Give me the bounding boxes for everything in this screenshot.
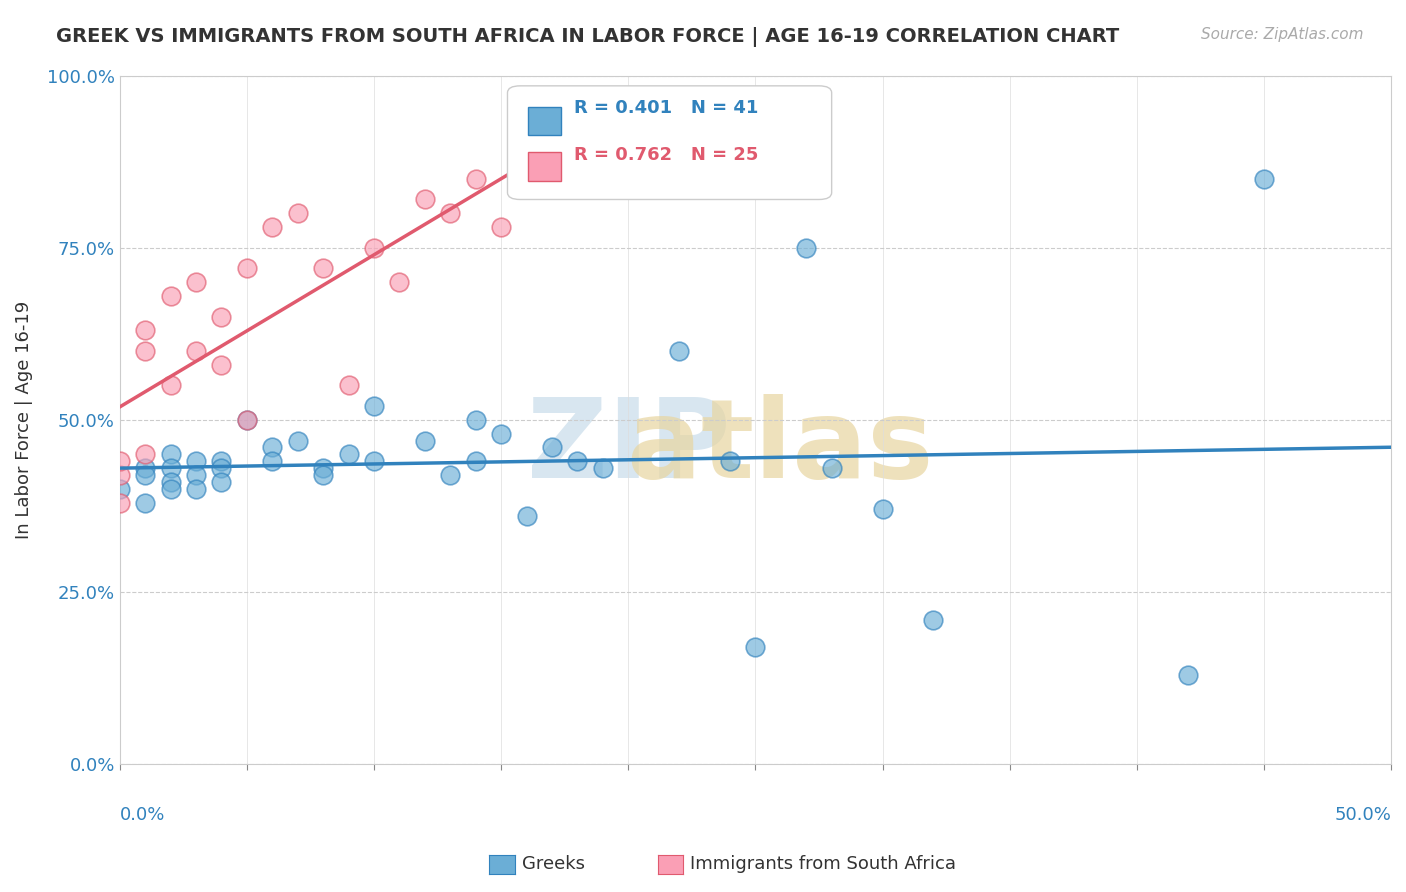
- Point: [1177, 667, 1199, 681]
- Point: [184, 344, 207, 359]
- Point: [211, 461, 233, 475]
- Point: [541, 441, 564, 455]
- Point: [464, 171, 486, 186]
- Point: [236, 261, 259, 276]
- Point: [312, 461, 335, 475]
- Point: [262, 220, 284, 235]
- Point: [108, 495, 131, 509]
- Point: [184, 454, 207, 468]
- Point: [134, 495, 156, 509]
- Point: [211, 358, 233, 372]
- Point: [516, 509, 538, 524]
- Text: GREEK VS IMMIGRANTS FROM SOUTH AFRICA IN LABOR FORCE | AGE 16-19 CORRELATION CHA: GREEK VS IMMIGRANTS FROM SOUTH AFRICA IN…: [56, 27, 1119, 46]
- Point: [184, 468, 207, 483]
- Point: [363, 399, 385, 413]
- Point: [872, 502, 894, 516]
- Point: [108, 482, 131, 496]
- Point: [337, 378, 360, 392]
- Point: [184, 482, 207, 496]
- Point: [388, 275, 411, 289]
- Point: [287, 206, 309, 220]
- Point: [236, 413, 259, 427]
- Text: Immigrants from South Africa: Immigrants from South Africa: [690, 855, 956, 873]
- Point: [159, 378, 181, 392]
- Point: [287, 434, 309, 448]
- Point: [108, 468, 131, 483]
- Point: [794, 241, 817, 255]
- Text: 0.0%: 0.0%: [120, 805, 165, 823]
- Text: 50.0%: 50.0%: [1334, 805, 1391, 823]
- Point: [262, 454, 284, 468]
- Point: [134, 447, 156, 461]
- Point: [134, 461, 156, 475]
- FancyBboxPatch shape: [508, 86, 832, 200]
- Point: [567, 454, 589, 468]
- Point: [439, 206, 461, 220]
- Point: [159, 447, 181, 461]
- Point: [159, 482, 181, 496]
- Text: Source: ZipAtlas.com: Source: ZipAtlas.com: [1201, 27, 1364, 42]
- Point: [363, 454, 385, 468]
- Y-axis label: In Labor Force | Age 16-19: In Labor Force | Age 16-19: [15, 301, 32, 539]
- Point: [489, 220, 512, 235]
- Text: Greeks: Greeks: [522, 855, 585, 873]
- Point: [211, 475, 233, 489]
- Point: [312, 468, 335, 483]
- Point: [821, 461, 844, 475]
- Point: [108, 454, 131, 468]
- Point: [363, 241, 385, 255]
- Point: [184, 275, 207, 289]
- Point: [159, 289, 181, 303]
- Point: [922, 613, 945, 627]
- Point: [262, 441, 284, 455]
- Point: [489, 426, 512, 441]
- Bar: [527, 152, 561, 181]
- Point: [134, 468, 156, 483]
- Point: [718, 454, 741, 468]
- Point: [211, 310, 233, 324]
- Point: [413, 434, 436, 448]
- Point: [134, 344, 156, 359]
- Point: [159, 475, 181, 489]
- Text: atlas: atlas: [626, 394, 934, 501]
- Text: R = 0.401   N = 41: R = 0.401 N = 41: [574, 99, 758, 118]
- Point: [312, 261, 335, 276]
- Point: [668, 344, 690, 359]
- Text: ZIP: ZIP: [527, 394, 730, 501]
- Point: [592, 461, 614, 475]
- Point: [439, 468, 461, 483]
- Point: [236, 413, 259, 427]
- Point: [744, 640, 766, 655]
- Point: [464, 413, 486, 427]
- Point: [134, 323, 156, 337]
- Point: [541, 137, 564, 152]
- Point: [337, 447, 360, 461]
- Bar: [527, 106, 561, 136]
- Point: [211, 454, 233, 468]
- Point: [413, 193, 436, 207]
- Point: [159, 461, 181, 475]
- Text: R = 0.762   N = 25: R = 0.762 N = 25: [574, 146, 758, 164]
- Point: [464, 454, 486, 468]
- Point: [1253, 171, 1275, 186]
